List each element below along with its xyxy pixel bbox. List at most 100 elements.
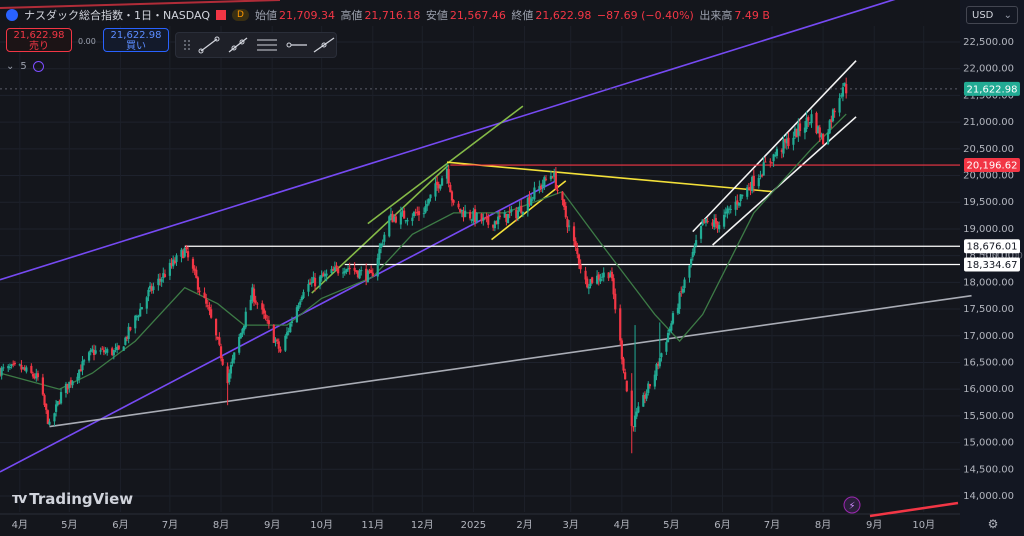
x-tick-label: 7月 [162, 519, 178, 531]
candle-body [127, 326, 130, 339]
candle-body [648, 384, 651, 387]
currency-select[interactable]: USD ⌄ [966, 6, 1018, 24]
indicator-row: ⌄ 5 [6, 61, 44, 72]
horizontal-ray-icon[interactable] [281, 34, 308, 56]
candle-body [412, 212, 416, 217]
candle-body [614, 293, 617, 310]
candle-body [239, 332, 242, 339]
candle-body [71, 381, 74, 386]
candle-body [774, 154, 777, 156]
x-tick-label: 4月 [12, 519, 28, 531]
candle-body [845, 83, 848, 94]
candle-body [584, 270, 587, 280]
candle-body [718, 225, 721, 230]
candle-body [711, 222, 714, 226]
ray-icon[interactable] [223, 34, 250, 56]
drag-icon[interactable] [180, 35, 192, 55]
candle-body [533, 187, 536, 200]
candle-body [116, 346, 119, 351]
candle-body [117, 345, 120, 350]
candle-body [266, 319, 269, 321]
candle-body [645, 393, 648, 399]
lightning-glyph: ⚡ [848, 501, 855, 512]
candle-body [208, 306, 211, 311]
high-label: 高値 [340, 9, 363, 22]
purple-lower-line [0, 180, 557, 473]
candle-body [186, 251, 190, 258]
candle-body [325, 273, 328, 276]
candle-body [66, 383, 69, 390]
candle-body [214, 318, 218, 336]
candle-body [297, 305, 300, 309]
candle-body [366, 270, 369, 283]
candle-body [53, 413, 56, 422]
candle-body [302, 292, 305, 298]
x-tick-label: 2025 [461, 520, 486, 531]
candle-body [254, 300, 257, 303]
green-channel-upper-line [367, 105, 524, 225]
candle-body [21, 367, 25, 369]
candle-body [137, 316, 140, 318]
purple-upper-line [0, 0, 896, 281]
candle-body [820, 134, 823, 137]
candle-body [13, 362, 16, 365]
candle-body [414, 212, 417, 214]
candle-body [210, 309, 213, 318]
candle-body [795, 129, 798, 138]
trendline-icon[interactable] [194, 34, 221, 56]
candle-body [784, 139, 787, 143]
candle-body [279, 349, 282, 352]
candle-body [249, 299, 252, 311]
buy-button[interactable]: 21,622.98 買い [103, 28, 169, 52]
candle-body [793, 128, 797, 137]
symbol-title[interactable]: ナスダック総合指数・1日・NASDAQ [24, 9, 211, 22]
candle-body [693, 246, 696, 254]
chevron-icon[interactable]: ⌄ [6, 61, 15, 72]
candle-body [609, 273, 612, 278]
candle-body [625, 380, 628, 392]
candle-body [561, 191, 564, 201]
candle-body [724, 211, 727, 214]
candle-body [622, 358, 625, 371]
last-price-badge-label: 21,622.98 [967, 84, 1018, 95]
red-fragment-line [0, 0, 281, 9]
candle-body [36, 373, 40, 378]
candle-body [746, 187, 749, 197]
candle-body [173, 260, 176, 264]
candle-body [203, 292, 206, 299]
candle-body [185, 247, 188, 250]
sell-label: 売り [29, 41, 49, 52]
flag-icon[interactable] [216, 10, 227, 20]
symbol-icon[interactable] [6, 9, 18, 21]
candle-body [124, 337, 127, 345]
candle-body [531, 197, 534, 199]
candle-body [0, 367, 3, 376]
sell-button[interactable]: 21,622.98 売り [6, 28, 72, 52]
extended-line-icon[interactable] [309, 34, 336, 56]
y-tick-label: 16,000.00 [963, 384, 1014, 395]
indicator-icon[interactable] [32, 61, 44, 72]
candle-body [815, 112, 818, 134]
volume-value: 7.49 B [734, 9, 770, 22]
candle-body [12, 363, 15, 365]
parallel-channel-icon[interactable] [252, 34, 279, 56]
candle-body [323, 273, 327, 277]
candle-body [808, 122, 811, 124]
candle-body [602, 272, 605, 278]
candle-body [544, 178, 548, 180]
candle-body [300, 296, 303, 301]
candle-body [309, 282, 312, 285]
candle-body [69, 380, 73, 385]
candle-body [666, 332, 670, 343]
candle-body [157, 278, 160, 285]
candle-body [449, 184, 452, 193]
white-channel-lower-line [712, 116, 857, 246]
x-tick-label: 5月 [663, 519, 679, 531]
candle-body [365, 268, 368, 281]
candle-body [436, 181, 439, 186]
candle-body [112, 350, 115, 356]
red-indicator-line [869, 501, 959, 518]
candle-body [416, 211, 419, 214]
candle-body [803, 127, 807, 133]
